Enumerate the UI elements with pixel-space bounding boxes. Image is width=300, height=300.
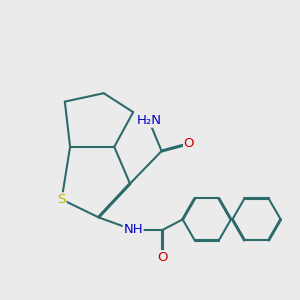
Text: O: O — [184, 137, 194, 150]
Text: S: S — [58, 193, 66, 206]
Text: O: O — [158, 251, 168, 264]
Text: NH: NH — [123, 224, 143, 236]
Text: H₂N: H₂N — [136, 114, 161, 127]
